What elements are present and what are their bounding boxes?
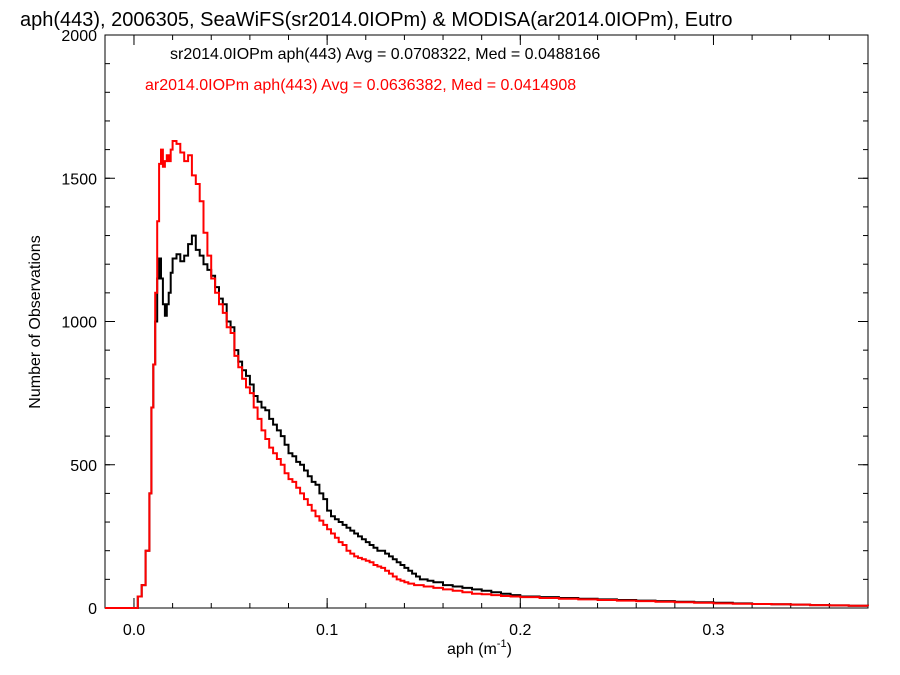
x-tick-label: 0.0	[123, 622, 145, 639]
y-tick-label: 0	[88, 601, 97, 618]
x-axis-label: aph (m-1)	[447, 638, 512, 658]
plot-frame	[104, 34, 869, 609]
series-layer	[105, 140, 869, 609]
legend-entry-sr2014: sr2014.0IOPm aph(443) Avg = 0.0708322, M…	[170, 46, 600, 63]
chart-title: aph(443), 2006305, SeaWiFS(sr2014.0IOPm)…	[20, 9, 733, 31]
x-tick-label: 0.1	[316, 622, 338, 639]
y-tick-label: 500	[70, 458, 97, 475]
y-tick-label: 2000	[61, 28, 97, 45]
series-line-sr2014.0IOPm	[105, 234, 869, 609]
legend-entry-ar2014: ar2014.0IOPm aph(443) Avg = 0.0636382, M…	[145, 77, 576, 94]
y-tick-label: 1500	[61, 171, 97, 188]
y-axis: 0 500 1000 1500 2000	[61, 28, 868, 618]
x-axis: 0.0 0.1 0.2 0.3	[123, 35, 869, 639]
y-tick-label: 1000	[61, 315, 97, 332]
x-tick-label: 0.2	[509, 622, 531, 639]
x-tick-label: 0.3	[702, 622, 724, 639]
series-line-ar2014.0IOPm	[105, 140, 869, 609]
y-axis-label: Number of Observations	[27, 235, 44, 408]
